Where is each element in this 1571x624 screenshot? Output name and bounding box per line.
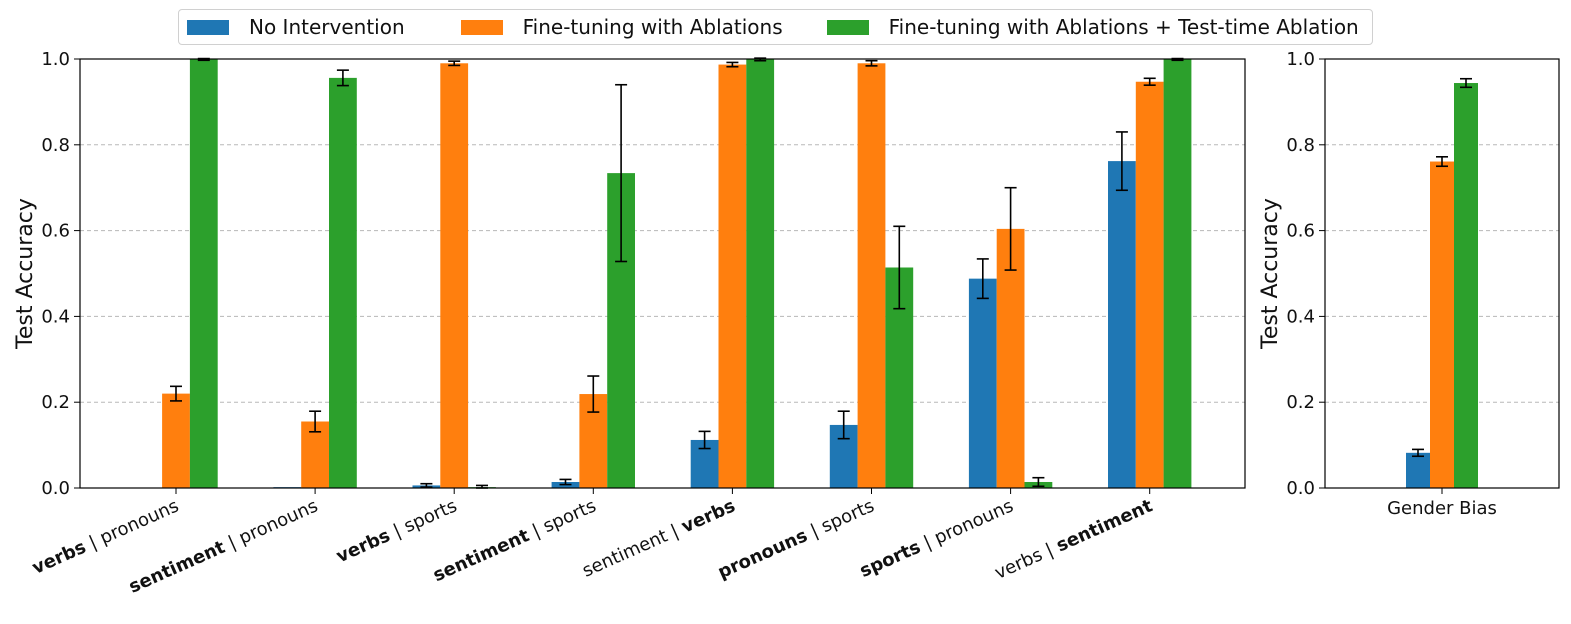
x-tick-label-rest: sports [818,495,877,537]
bar-1-0 [1430,161,1454,488]
y-tick-label: 0.6 [1286,221,1315,242]
y-tick-label: 0.2 [1286,392,1315,413]
y-axis-label: Test Accuracy [13,198,38,350]
bar-0-0 [1406,452,1430,488]
legend-item-fine-tuning: Fine-tuning with Ablations [460,15,783,39]
y-tick-label: 0.0 [1286,478,1315,499]
x-tick-label: sentiment | verbs [579,495,738,581]
x-tick-label-bold: verbs [678,495,738,537]
legend-item-fine-tuning-test-time: Fine-tuning with Ablations + Test-time A… [826,15,1359,39]
y-tick-label: 0.0 [41,478,70,499]
x-tick-label: verbs | sports [333,495,460,567]
x-tick-label-rest: pronouns [931,495,1016,548]
bar-1-4 [718,64,747,489]
y-tick-label: 0.4 [41,306,70,327]
axes-frame [79,58,1246,489]
bar-0-7 [1108,161,1136,489]
x-tick-label: pronouns | sports [715,495,878,583]
y-tick-label: 0.4 [1286,306,1315,327]
y-tick-label: 0.2 [41,392,70,413]
x-tick-label-bold: pronouns [715,525,811,583]
legend-swatch-orange [460,19,503,35]
bar-2-4 [746,59,775,488]
legend: No Intervention Fine-tuning with Ablatio… [178,9,1373,45]
bar-1-2 [440,63,469,488]
y-tick-label: 0.8 [41,135,70,156]
bar-1-6 [996,228,1025,488]
bar-2-0 [189,59,218,488]
bar-2-7 [1163,59,1192,488]
bar-2-0 [1454,83,1478,489]
legend-label: Fine-tuning with Ablations + Test-time A… [888,15,1359,39]
legend-item-no-intervention: No Intervention [187,15,405,39]
x-tick-label-bold: verbs [29,537,89,579]
bar-1-5 [857,63,886,488]
x-tick-label-rest: verbs [992,544,1046,583]
x-tick-label: Gender Bias [1387,498,1497,519]
x-tick-label-rest: pronouns [97,495,182,548]
y-axis-label: Test Accuracy [1258,198,1283,350]
x-tick-label: verbs | sentiment [992,495,1157,584]
bar-1-0 [162,393,190,488]
x-tick-label-bold: sentiment [1053,495,1156,556]
bar-1-7 [1135,81,1164,488]
legend-swatch-blue [187,19,229,35]
x-tick-label-bold: verbs [333,525,393,567]
x-tick-label-bold: sports [857,537,924,582]
y-tick-label: 1.0 [41,49,70,70]
x-tick-label-bold: sentiment [430,525,533,586]
bar-2-1 [329,77,357,488]
x-tick-label-rest: sentiment [579,525,671,581]
y-tick-label: 1.0 [1286,49,1315,70]
legend-label: No Intervention [249,15,405,39]
y-tick-label: 0.8 [1286,135,1315,156]
bar-0-6 [968,278,997,488]
y-tick-label: 0.6 [41,221,70,242]
legend-swatch-green [826,19,869,35]
x-tick-label-bold: sentiment [126,537,229,598]
legend-label: Fine-tuning with Ablations [522,15,783,39]
right-plot: 0.0 0.2 0.4 0.6 0.8 1.0 Test Accuracy Gender Bi… [1258,49,1560,519]
x-tick-label-rest: sports [540,495,599,537]
x-tick-label-rest: pronouns [236,495,321,548]
x-tick-label-rest: sports [401,495,460,537]
